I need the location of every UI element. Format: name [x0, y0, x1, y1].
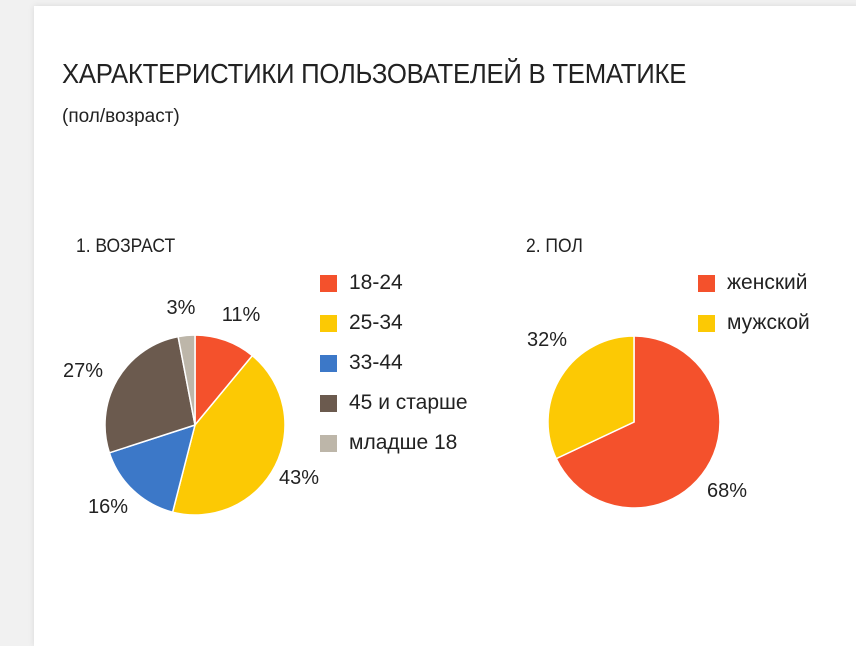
gender-legend-label: мужской — [727, 311, 810, 334]
chart-card — [34, 6, 856, 646]
age-pie-slice-3 — [104, 335, 196, 454]
age-pie-label-2: 16% — [88, 496, 128, 518]
age-legend-label: младше 18 — [349, 431, 458, 454]
age-pie-label-0: 11% — [222, 304, 261, 326]
age-legend: 18-24 25-34 33-44 45 и старше младше 18 — [320, 263, 468, 463]
age-pie-slice-1 — [171, 354, 286, 516]
gender-legend-swatch — [698, 274, 715, 292]
age-pie-label-1: 43% — [279, 467, 319, 489]
gender-legend-swatch — [698, 314, 715, 332]
age-legend-item: 25-34 — [320, 303, 468, 343]
gender-legend-item: женский — [698, 263, 810, 303]
gender-legend-item: мужской — [698, 303, 810, 343]
age-legend-swatch — [320, 394, 337, 412]
age-pie-slice-2 — [108, 423, 197, 514]
gender-pie-label-0: 68% — [707, 480, 747, 502]
age-legend-item: 33-44 — [320, 343, 468, 383]
age-legend-item: 18-24 — [320, 263, 468, 303]
age-chart-title: 1. ВОЗРАСТ — [76, 236, 176, 257]
age-pie-label-4: 3% — [167, 297, 196, 319]
pie-charts: 11% 43% 16% 27% 3% 68% 32% — [63, 297, 747, 518]
age-legend-label: 45 и старше — [349, 391, 468, 414]
gender-legend-label: женский — [727, 271, 808, 294]
age-legend-swatch — [320, 274, 337, 292]
age-legend-label: 18-24 — [349, 271, 403, 294]
age-pie-slice-4 — [177, 334, 196, 426]
age-legend-label: 25-34 — [349, 311, 403, 334]
gender-pie-slice-0 — [555, 335, 721, 509]
page-title: ХАРАКТЕРИСТИКИ ПОЛЬЗОВАТЕЛЕЙ В ТЕМАТИКЕ — [62, 58, 687, 89]
age-legend-swatch — [320, 354, 337, 372]
page-subtitle: (пол/возраст) — [62, 106, 180, 127]
gender-chart-title: 2. ПОЛ — [526, 236, 583, 257]
age-legend-swatch — [320, 434, 337, 452]
gender-pie-slice-1 — [547, 335, 635, 460]
age-pie-label-3: 27% — [63, 360, 103, 382]
gender-pie-label-1: 32% — [527, 329, 567, 351]
age-legend-item: 45 и старше — [320, 383, 468, 423]
age-legend-item: младше 18 — [320, 423, 468, 463]
gender-legend: женский мужской — [698, 263, 810, 343]
age-legend-label: 33-44 — [349, 351, 403, 374]
age-legend-swatch — [320, 314, 337, 332]
